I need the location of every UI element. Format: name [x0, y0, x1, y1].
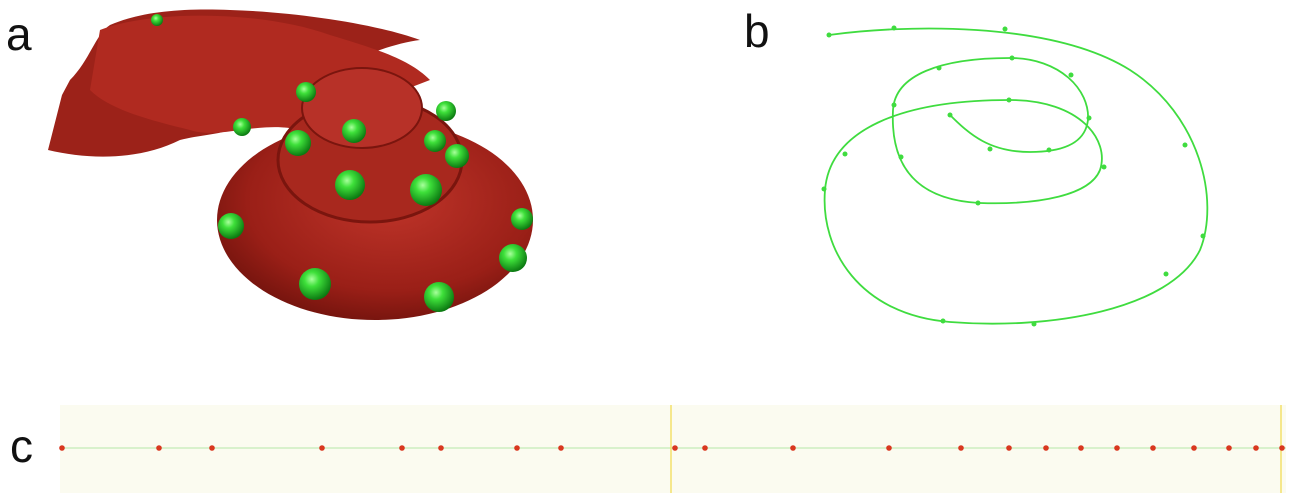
- spiral-points: [822, 26, 1206, 327]
- panel-a: [48, 10, 533, 320]
- panel-label: c: [10, 420, 33, 472]
- spiral-path: [825, 28, 1208, 323]
- panel-label: b: [744, 5, 770, 57]
- page: a b c (() => { const data = JSON.parse(d…: [0, 0, 1292, 494]
- panel-label: a: [6, 8, 32, 60]
- figure: a b c: [0, 0, 1292, 494]
- panel-c: [59, 405, 1286, 493]
- panel-b: [822, 26, 1208, 327]
